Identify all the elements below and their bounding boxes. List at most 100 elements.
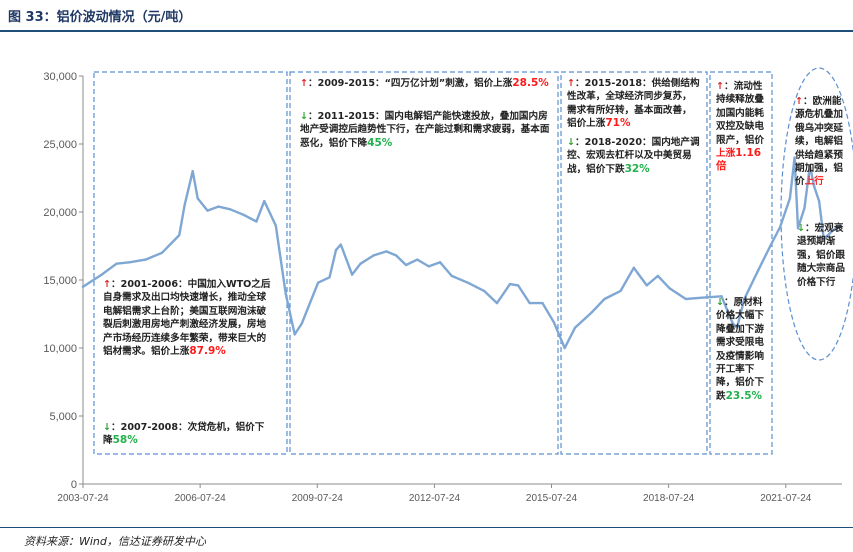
annotation-text: ：2011-2015：国内电解铝产能快速投放，叠加国内房地产受调控后趋势性下行，… <box>300 111 550 149</box>
data-point <box>339 243 342 246</box>
x-tick-label: 2009-07-24 <box>292 493 344 504</box>
data-point <box>803 206 806 210</box>
data-point <box>788 197 792 200</box>
data-point <box>427 265 430 268</box>
data-point <box>756 270 759 273</box>
series-layer <box>81 156 842 350</box>
data-point <box>255 220 258 223</box>
data-point <box>307 306 310 309</box>
data-point <box>144 258 147 261</box>
annotation-2015-2018-up: ↑：2015-2018：供给侧结构性改革，全球经济同步复苏，需求有所好转，基本面… <box>567 77 701 131</box>
page-title: 图 33：铝价波动情况（元/吨） <box>8 10 192 25</box>
data-point <box>645 284 648 287</box>
data-point <box>541 301 544 305</box>
data-point <box>482 289 486 293</box>
arrow-down-icon: ↓ <box>103 422 112 433</box>
data-point <box>731 322 734 325</box>
annotation-pct: 45% <box>367 136 393 149</box>
data-point <box>603 297 606 301</box>
data-point <box>822 238 825 241</box>
data-point <box>81 285 85 288</box>
annotation-2020-2021-up: ↑：流动性持续释放叠加国内能耗双控及缺电限产，铝价上涨1.16倍 <box>716 80 768 174</box>
data-point <box>563 346 566 350</box>
annotation-pct: 1.16倍 <box>716 147 762 173</box>
x-tick-label: 2006-07-24 <box>175 493 227 504</box>
x-tick-label: 2018-07-24 <box>643 493 695 504</box>
data-point <box>573 326 577 329</box>
arrow-up-icon: ↑ <box>795 96 804 107</box>
data-point <box>516 284 520 287</box>
data-point <box>668 287 671 290</box>
arrow-down-icon: ↓ <box>300 111 309 122</box>
data-point <box>334 248 338 252</box>
data-point <box>416 258 419 261</box>
annotation-text: ：2018-2020：国内地产调控、宏观去杠杆以及中美贸易战，铝价下跌 <box>567 137 700 175</box>
annotation-pct: 71% <box>605 117 631 130</box>
data-point <box>528 301 531 305</box>
data-point <box>466 281 469 284</box>
chart-axes: 0 5,000 10,000 15,000 20,000 25,000 30,000 2003… <box>43 71 842 504</box>
data-point <box>300 322 303 325</box>
data-point <box>191 170 194 173</box>
data-point <box>656 274 660 278</box>
y-tick-label: 25,000 <box>43 139 77 151</box>
period-box-2009-2015 <box>289 71 559 455</box>
annotation-2009-2015-up: ↑：2009-2015：“四万亿计划”刺激，铝价上涨28.5% <box>300 77 550 90</box>
data-point <box>328 276 331 279</box>
data-point <box>178 233 181 237</box>
data-point <box>808 164 812 167</box>
annotation-text: ：2007-2008：次贷危机，铝价下降 <box>103 422 265 447</box>
data-point <box>183 204 186 207</box>
annotation-pct: 28.5% <box>512 77 549 89</box>
data-point <box>552 321 555 324</box>
data-point <box>316 281 320 284</box>
data-point <box>100 273 103 276</box>
data-point <box>769 244 772 248</box>
annotation-text: ：欧洲能源危机叠加俄乌冲突延续，电解铝供给趋紧预期加强，铝价 <box>795 96 843 188</box>
annotation-2022-down: ↓：宏观衰退预期渐强，铝价跟随大宗商品价格下行 <box>797 222 847 289</box>
annotation-2011-2015-down: ↓：2011-2015：国内电解铝产能快速投放，叠加国内房地产受调控后趋势性下行… <box>300 110 550 150</box>
data-point <box>160 251 164 254</box>
annotation-2021-2022-down: ↓：原材料价格大幅下降叠加下游需求受限电及疫情影响开工率下降，铝价下跌23.5% <box>716 296 768 403</box>
data-point <box>793 156 796 159</box>
data-point <box>404 263 408 267</box>
data-point <box>590 311 593 314</box>
data-point <box>350 273 354 276</box>
y-tick-label: 10,000 <box>43 343 77 355</box>
data-point <box>242 213 245 216</box>
data-point <box>812 185 816 188</box>
data-point <box>274 224 277 227</box>
period-box-2015-2020 <box>560 71 708 455</box>
annotation-2007-2008: ↓：2007-2008：次贷危机，铝价下降58% <box>103 421 273 448</box>
arrow-up-icon: ↑ <box>716 81 725 92</box>
data-point <box>284 292 287 295</box>
annotation-text: ：2009-2015：“四万亿计划”刺激，铝价上涨 <box>308 78 513 89</box>
source-note: 资料来源：Wind，信达证券研发中心 <box>24 535 206 548</box>
data-point <box>438 261 442 264</box>
annotation-pct: 87.9% <box>189 345 226 358</box>
data-point <box>359 262 362 265</box>
data-point <box>115 262 118 265</box>
data-point <box>395 254 398 257</box>
data-point <box>684 297 687 301</box>
data-point <box>796 227 800 230</box>
arrow-up-icon: ↑ <box>300 78 309 89</box>
annotation-pct: 23.5% <box>725 389 763 402</box>
data-point <box>743 297 746 301</box>
annotation-red-text: 上行 <box>804 176 824 188</box>
data-point <box>495 301 499 305</box>
period-box-2020-2022 <box>709 71 773 455</box>
data-point <box>450 274 453 278</box>
data-point <box>385 250 388 253</box>
arrow-up-icon: ↑ <box>567 78 576 89</box>
annotation-text: ：2001-2006：中国加入WTO之后自身需求及出口均快速增长，推动全球电解铝… <box>103 279 271 358</box>
y-tick-label: 5,000 <box>49 411 77 423</box>
annotation-text: ：2015-2018：供给侧结构性改革，全球经济同步复苏，需求有所好转，基本面改… <box>567 78 700 130</box>
data-point <box>839 224 842 227</box>
y-tick-label: 15,000 <box>43 275 77 287</box>
annotation-text: ：流动性持续释放叠加国内能耗双控及缺电限产，铝价 <box>716 81 764 146</box>
annotation-text: ：原材料价格大幅下降叠加下游需求受限电及疫情影响开工率下降，铝价下跌 <box>716 297 764 402</box>
data-point <box>293 333 296 336</box>
data-point <box>206 209 209 212</box>
data-point <box>720 295 723 298</box>
